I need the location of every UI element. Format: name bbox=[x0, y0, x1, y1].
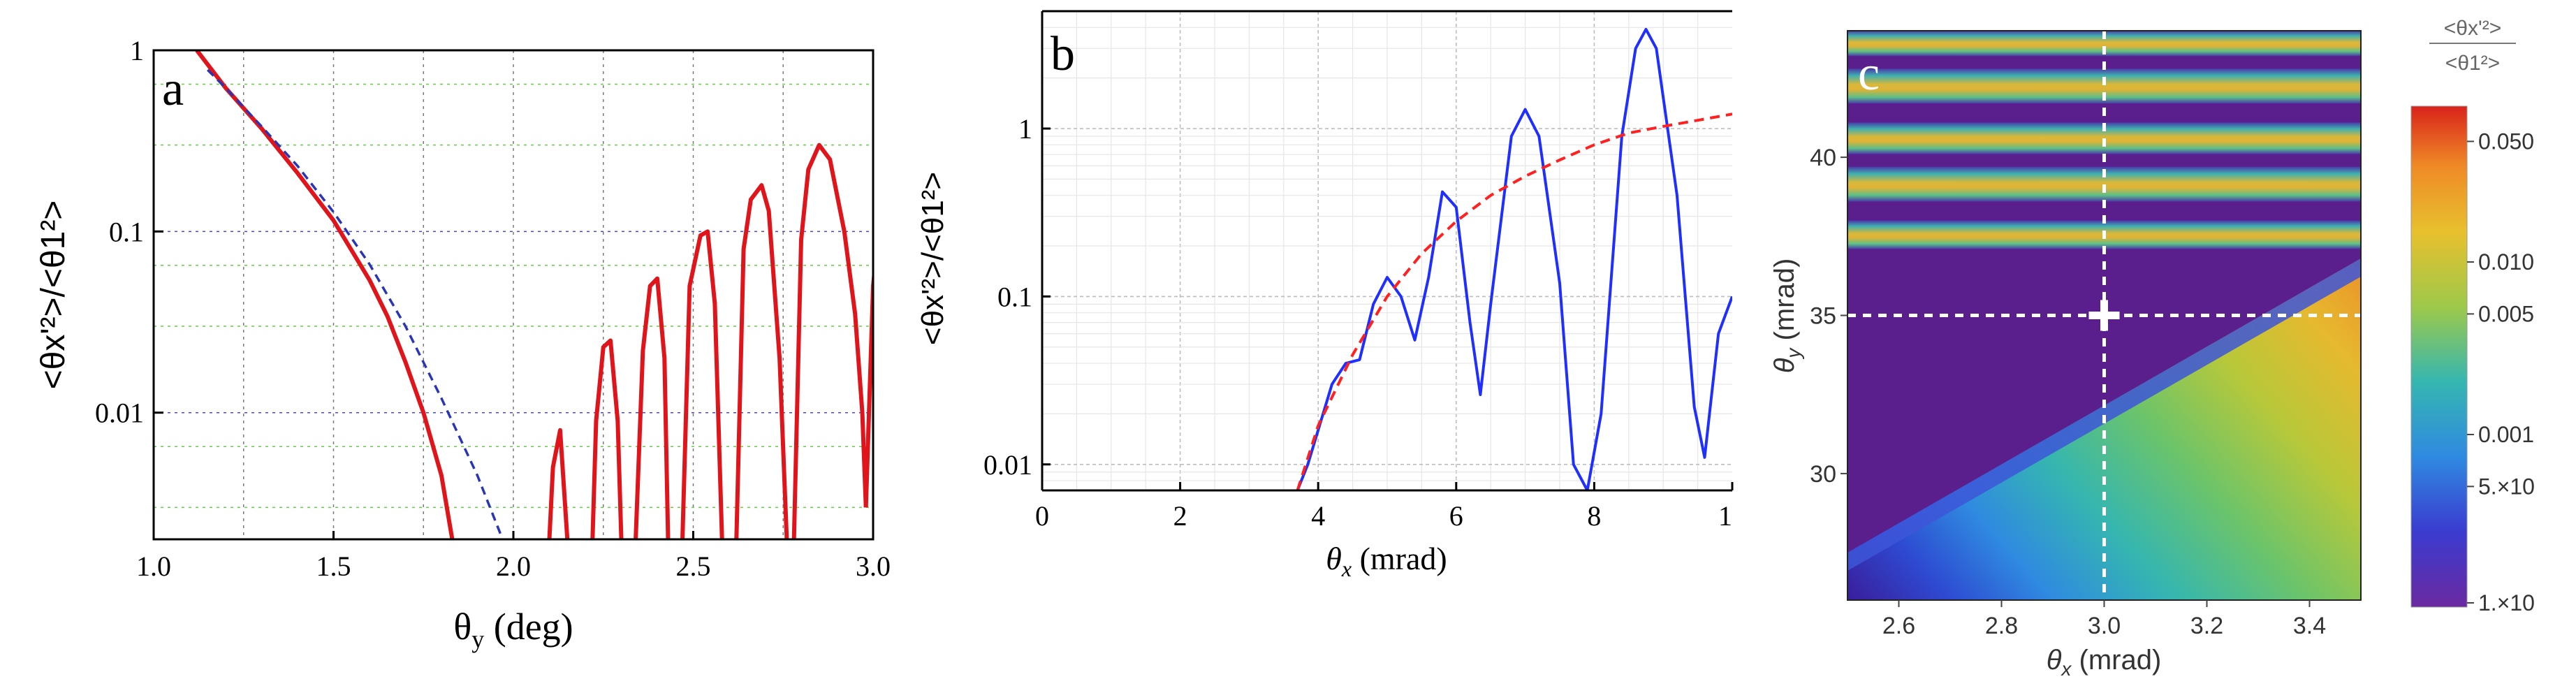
panel-b-series bbox=[1296, 27, 1732, 490]
panel-a: 1.0 1.5 2.0 2.5 3.0 0.01 0.1 1 a θy (deg) <θx'²… bbox=[35, 35, 1039, 653]
panel-a-xtick-label: 3.0 bbox=[856, 550, 891, 582]
colorbar-tick-label: 0.001 bbox=[2478, 422, 2534, 447]
panel-b-xtick-label: 2 bbox=[1173, 500, 1187, 532]
colorbar-tick-label: 0.050 bbox=[2478, 129, 2534, 154]
panel-a-simulation-line bbox=[634, 276, 671, 539]
colorbar-ticks: 0.050 0.010 0.005 0.001 5.×10 1.×10 bbox=[2467, 129, 2535, 615]
panel-a-ytick-label: 0.01 bbox=[95, 397, 144, 429]
panel-a-simulation-line bbox=[590, 338, 624, 539]
panel-c-xlabel: θx (mrad) bbox=[2047, 645, 2162, 680]
panel-a-simulation-line bbox=[547, 428, 570, 539]
panel-a-series bbox=[195, 50, 1039, 539]
panel-c-low-region bbox=[1847, 31, 2361, 553]
panel-c-xtick-label: 3.2 bbox=[2190, 613, 2223, 639]
panel-b-ytick-label: 1 bbox=[1018, 113, 1032, 145]
panel-a-ytick-label: 0.1 bbox=[109, 216, 144, 247]
panel-c-ytick-label: 40 bbox=[1810, 145, 1836, 171]
panel-b-ticks: 0 2 4 6 8 1 0.01 0.1 1 bbox=[983, 113, 1734, 532]
panel-b-ylabel: <θx'²>/<θ1²> bbox=[916, 172, 950, 345]
panel-a-simulation-line bbox=[734, 183, 789, 539]
panel-a-xtick-label: 1.5 bbox=[316, 550, 351, 582]
panel-c-boundary-edge bbox=[1847, 258, 2361, 571]
panel-a-ylabel: <θx'²>/<θ1²> bbox=[35, 200, 72, 390]
colorbar-tick-label: 5.×10 bbox=[2478, 474, 2535, 499]
panel-a-simulation-line bbox=[680, 229, 724, 539]
panel-b-grid bbox=[1042, 10, 1732, 491]
colorbar: <θx'²> <θ1²> 0.050 0.010 0.005 0.001 5.×10 1.… bbox=[2410, 17, 2535, 615]
panel-a-analytic-line bbox=[207, 68, 504, 539]
panel-a-ytick-label: 1 bbox=[130, 35, 144, 66]
panel-a-simulation-line bbox=[791, 143, 868, 539]
panel-a-xtick-label: 1.0 bbox=[136, 550, 171, 582]
colorbar-tick-label: 0.005 bbox=[2478, 301, 2534, 326]
panel-b-xtick-label: 0 bbox=[1035, 500, 1049, 532]
colorbar-gradient bbox=[2410, 105, 2468, 608]
panel-b-xtick-label: 8 bbox=[1587, 500, 1601, 532]
panel-a-xlabel: θy (deg) bbox=[453, 606, 573, 653]
panel-a-label: a bbox=[162, 62, 184, 116]
panel-c-ytick-label: 35 bbox=[1810, 303, 1836, 330]
panel-b-xlabel: θx (mrad) bbox=[1326, 541, 1447, 581]
colorbar-title-numerator: <θx'²> bbox=[2444, 17, 2501, 40]
panel-c-label: c bbox=[1858, 47, 1880, 101]
panel-b-simulation-line bbox=[1296, 27, 1732, 490]
panel-a-simulation-line bbox=[960, 54, 1039, 430]
panel-c-xtick-label: 3.0 bbox=[2088, 613, 2121, 639]
colorbar-tick-label: 0.010 bbox=[2478, 249, 2534, 275]
panel-a-ticks: 1.0 1.5 2.0 2.5 3.0 0.01 0.1 1 bbox=[95, 35, 891, 582]
panel-b-ytick-label: 0.1 bbox=[997, 281, 1032, 312]
panel-b-ytick-label: 0.01 bbox=[983, 449, 1032, 481]
panel-b-xtick-label: 6 bbox=[1449, 500, 1463, 532]
panel-c-xtick-label: 3.4 bbox=[2293, 613, 2326, 639]
panel-c-ytick-label: 30 bbox=[1810, 461, 1836, 488]
colorbar-tick-label: 1.×10 bbox=[2478, 590, 2535, 615]
panel-b-xtick-label: 4 bbox=[1311, 500, 1325, 532]
panel-c-xtick-label: 2.8 bbox=[1985, 613, 2018, 639]
panel-b: 0 2 4 6 8 1 0.01 0.1 1 b θx (mrad) <θx'²>/<θ1²> bbox=[916, 10, 1734, 581]
panel-c: 2.6 2.8 3.0 3.2 3.4 30 35 40 c θx (mrad) θy (mr… bbox=[1769, 17, 2535, 680]
panel-c-ylabel: θy (mrad) bbox=[1769, 258, 1804, 374]
panel-a-xtick-label: 2.5 bbox=[676, 550, 711, 582]
panel-a-xtick-label: 2.0 bbox=[496, 550, 531, 582]
panel-b-label: b bbox=[1051, 27, 1075, 81]
panel-b-xtick-label: 1 bbox=[1718, 500, 1732, 532]
panel-c-ticks: 2.6 2.8 3.0 3.2 3.4 30 35 40 bbox=[1810, 145, 2326, 639]
panel-c-crosshair bbox=[1847, 31, 2361, 600]
panel-c-xtick-label: 2.6 bbox=[1882, 613, 1915, 639]
colorbar-title-denominator: <θ1²> bbox=[2445, 52, 2500, 75]
